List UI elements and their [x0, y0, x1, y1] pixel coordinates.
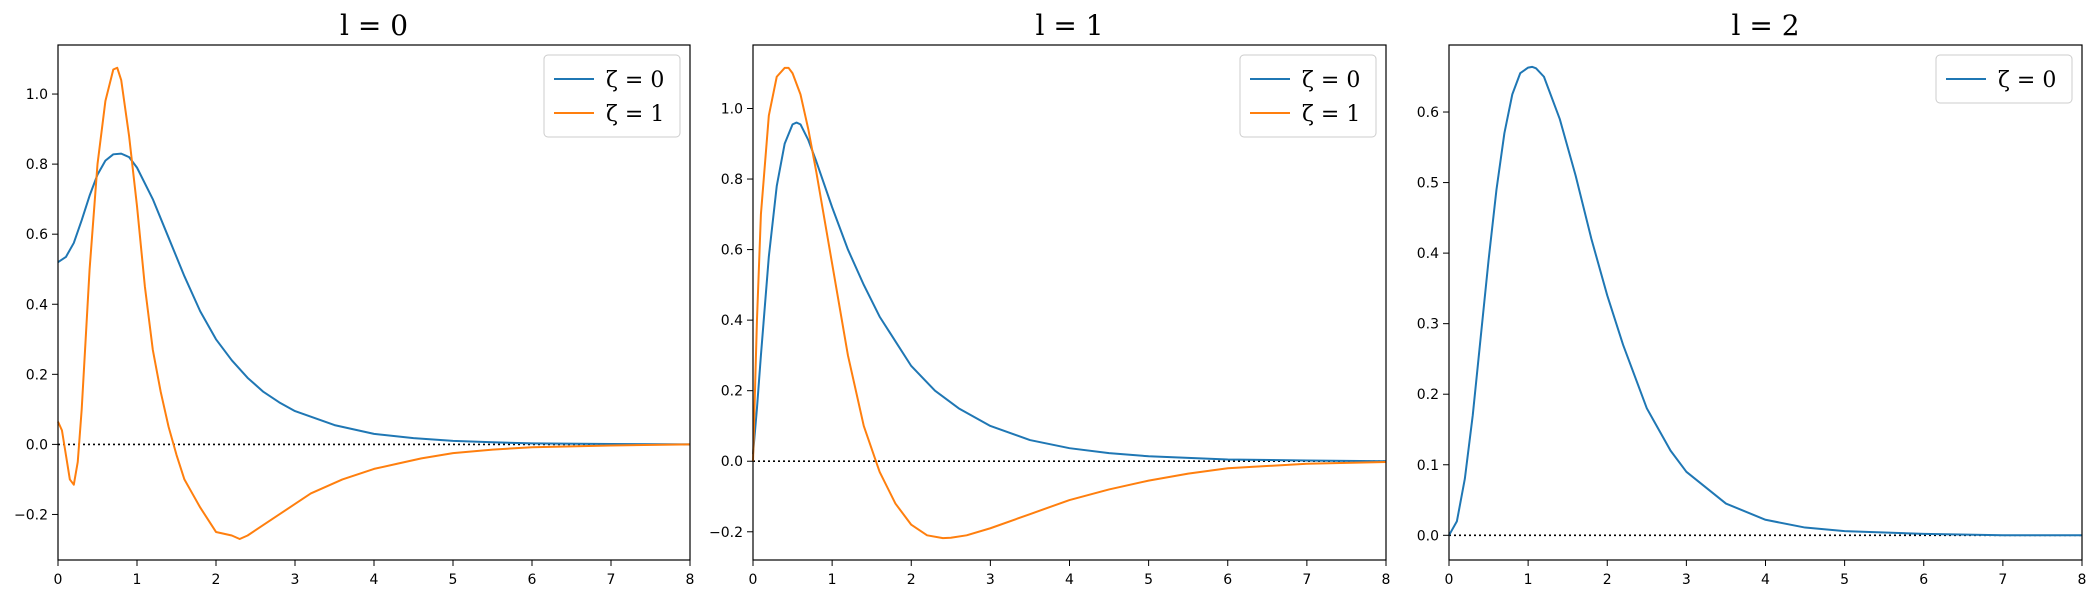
x-tick-label: 2	[212, 572, 221, 588]
panel-title: l = 0	[340, 9, 408, 42]
x-tick-label: 8	[686, 572, 695, 588]
legend: ζ = 0 ζ = 1	[1239, 54, 1377, 138]
legend-box	[1239, 54, 1377, 138]
y-tick-label: 0.0	[1417, 528, 1439, 544]
y-tick-label: 0.4	[1417, 246, 1439, 262]
legend-label: ζ = 0	[1998, 68, 2056, 93]
y-tick-label: 0.8	[26, 157, 48, 173]
x-tick-label: 4	[1761, 572, 1770, 588]
panel-title: l = 1	[1035, 9, 1103, 42]
x-tick-label: 1	[133, 572, 142, 588]
y-tick-label: −0.2	[709, 525, 743, 541]
y-tick-label: 0.3	[1417, 317, 1439, 333]
axes-frame	[1448, 44, 2083, 561]
x-tick-label: 0	[1445, 572, 1454, 588]
x-tick-label: 1	[1524, 572, 1533, 588]
panel-0: l = 0 0 1 2 3 4 5 6 7 8 −0.2 0.0 0.2 0.4 0.6 0.8 1.0 ζ = …	[14, 9, 694, 588]
series-line-0	[752, 121, 1387, 463]
y-tick-label: 0.0	[26, 437, 48, 453]
y-tick-label: 0.2	[721, 384, 743, 400]
y-tick-label: 0.6	[1417, 105, 1439, 121]
y-tick-label: 1.0	[26, 87, 48, 103]
panel-2: l = 2 0 1 2 3 4 5 6 7 8 0.0 0.1 0.2 0.3 0.4 0.5 0.6 ζ = 0	[1417, 9, 2087, 588]
series-line-1	[752, 66, 1387, 540]
y-tick-label: 0.2	[1417, 387, 1439, 403]
x-tick-label: 4	[1065, 572, 1074, 588]
x-tick-label: 7	[1998, 572, 2007, 588]
legend-label: ζ = 1	[1302, 102, 1360, 127]
x-tick-label: 2	[907, 572, 916, 588]
legend-label: ζ = 1	[606, 102, 664, 127]
y-tick-label: 0.4	[721, 313, 743, 329]
y-tick-label: −0.2	[14, 507, 48, 523]
series-line-1	[57, 66, 691, 540]
x-tick-label: 6	[1919, 572, 1928, 588]
x-tick-label: 6	[528, 572, 537, 588]
x-tick-label: 5	[1840, 572, 1849, 588]
legend-label: ζ = 0	[1302, 68, 1360, 93]
x-tick-label: 3	[986, 572, 995, 588]
x-tick-label: 8	[2078, 572, 2087, 588]
x-tick-label: 0	[54, 572, 63, 588]
series-line-0	[1448, 65, 2082, 537]
x-tick-label: 0	[749, 572, 758, 588]
legend-box	[1935, 54, 2073, 104]
y-tick-label: 0.6	[26, 227, 48, 243]
y-tick-label: 0.4	[26, 297, 48, 313]
y-tick-label: 1.0	[721, 101, 743, 117]
y-tick-label: 0.5	[1417, 176, 1439, 192]
y-tick-label: 0.2	[26, 367, 48, 383]
y-tick-label: 0.8	[721, 172, 743, 188]
x-tick-label: 6	[1223, 572, 1232, 588]
legend-box	[543, 54, 681, 138]
x-tick-label: 3	[1682, 572, 1691, 588]
x-tick-label: 7	[1302, 572, 1311, 588]
panel-1: l = 1 0 1 2 3 4 5 6 7 8 −0.2 0.0 0.2 0.4 0.6 0.8 1.0 ζ = …	[709, 9, 1390, 588]
legend-label: ζ = 0	[606, 68, 664, 93]
panel-title: l = 2	[1731, 9, 1799, 42]
y-tick-label: 0.1	[1417, 458, 1439, 474]
x-tick-label: 2	[1603, 572, 1612, 588]
x-tick-label: 8	[1382, 572, 1391, 588]
y-tick-label: 0.6	[721, 243, 743, 259]
x-tick-label: 7	[607, 572, 616, 588]
legend: ζ = 0	[1935, 54, 2073, 104]
series-line-0	[57, 152, 691, 446]
x-tick-label: 1	[828, 572, 837, 588]
x-tick-label: 5	[449, 572, 458, 588]
legend: ζ = 0 ζ = 1	[543, 54, 681, 138]
x-tick-label: 3	[291, 572, 300, 588]
x-tick-label: 5	[1144, 572, 1153, 588]
y-tick-label: 0.0	[721, 454, 743, 470]
x-tick-label: 4	[370, 572, 379, 588]
